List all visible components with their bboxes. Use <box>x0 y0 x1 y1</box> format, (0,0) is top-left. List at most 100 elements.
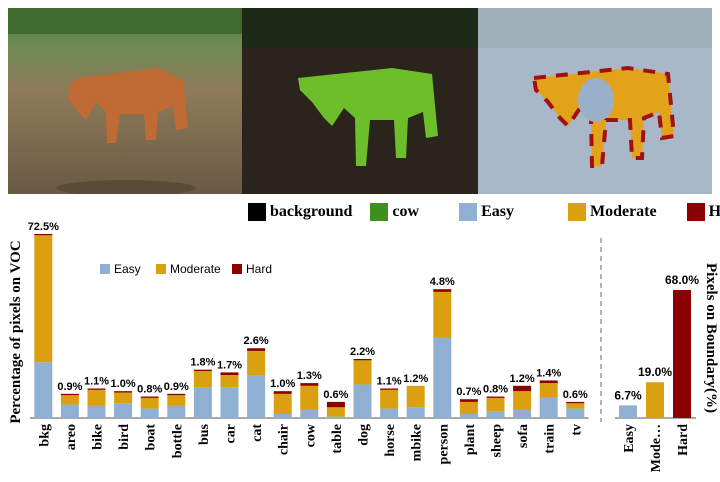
inner-legend-label: Moderate <box>170 262 221 276</box>
bar-easy-bkg <box>34 362 53 418</box>
bar-easy-car <box>220 387 239 418</box>
x-tick-label: bus <box>197 423 212 445</box>
legend-hard: Hard <box>686 203 720 221</box>
legend-label: Moderate <box>589 203 657 220</box>
x-tick-label: car <box>224 424 239 443</box>
bar-hard-plant <box>459 399 478 402</box>
bar-moderate-cat <box>247 350 266 376</box>
bar-total-label: 0.8% <box>483 384 508 396</box>
legend-easy: Easy <box>459 203 514 221</box>
bar-easy-bottle <box>167 405 186 418</box>
legend-label: background <box>270 203 353 220</box>
bar-hard-bottle <box>167 393 186 396</box>
bar-easy-plant <box>459 413 478 418</box>
bar-moderate-areo <box>60 395 79 405</box>
bar-moderate-bottle <box>167 395 186 406</box>
legend-swatch <box>567 203 586 221</box>
bar-moderate-person <box>433 291 452 338</box>
bar-hard-areo <box>60 393 79 396</box>
bar-easy-bus <box>193 387 212 418</box>
bar-hard-table <box>326 401 345 408</box>
bar-total-label: 4.8% <box>430 276 455 288</box>
x-tick-label: dog <box>357 424 372 446</box>
bar-total-label: 0.8% <box>137 384 162 396</box>
bar-total-label: 0.9% <box>164 381 189 393</box>
legend-label: Hard <box>708 203 720 220</box>
bar-hard-person <box>433 289 452 292</box>
x-tick-label: bird <box>117 424 132 450</box>
side-y-axis-label: Pixels on Boundary(%) <box>703 263 719 413</box>
bar-total-label: 1.0% <box>270 378 295 390</box>
bar-hard-cow <box>300 383 319 386</box>
side-bar-value-label: 6.7% <box>614 388 642 402</box>
bar-hard-cat <box>247 348 266 351</box>
original-cow-photo <box>8 8 242 194</box>
top-legend: background cow Easy Moderate Hard <box>248 201 720 223</box>
bar-hard-bus <box>193 369 212 372</box>
bar-total-label: 1.1% <box>377 375 402 387</box>
bar-total-label: 1.7% <box>217 359 242 371</box>
bar-easy-cat <box>247 375 266 418</box>
bar-total-label: 1.3% <box>297 370 322 382</box>
bar-easy-person <box>433 337 452 418</box>
side-x-tick-label: Hard <box>676 424 691 456</box>
inner-legend-label: Hard <box>246 262 272 276</box>
bar-total-label: 0.9% <box>57 381 82 393</box>
bar-easy-sofa <box>513 409 532 418</box>
bar-total-label: 1.2% <box>510 373 535 385</box>
bar-easy-bird <box>114 403 133 418</box>
bar-easy-train <box>539 397 558 418</box>
bar-moderate-sheep <box>486 397 505 412</box>
bar-total-label: 0.6% <box>563 389 588 401</box>
bar-easy-chair <box>273 413 292 418</box>
bar-easy-sheep <box>486 411 505 418</box>
bar-easy-bike <box>87 405 106 418</box>
x-tick-label: chair <box>277 424 292 455</box>
bar-moderate-car <box>220 375 239 388</box>
original-photo-panel <box>8 8 242 194</box>
inner-legend-label: Easy <box>114 262 141 276</box>
bar-moderate-dog <box>353 360 372 385</box>
legend-background: background <box>248 203 352 221</box>
bar-moderate-table <box>326 407 345 417</box>
inner-legend-swatch-easy <box>100 264 110 274</box>
bar-hard-bike <box>87 388 106 390</box>
bar-hard-chair <box>273 391 292 394</box>
bar-easy-table <box>326 416 345 418</box>
bar-hard-dog <box>353 358 372 361</box>
x-tick-label: train <box>543 424 558 454</box>
legend-cow: cow <box>370 203 419 221</box>
x-tick-label: horse <box>383 424 398 457</box>
legend-label: Easy <box>481 203 514 220</box>
x-tick-label: bike <box>91 424 106 450</box>
x-tick-label: areo <box>64 424 79 450</box>
bar-hard-train <box>539 380 558 384</box>
bar-moderate-bike <box>87 389 106 406</box>
bar-moderate-bkg <box>34 235 53 363</box>
x-tick-label: person <box>436 424 451 465</box>
bar-total-label: 1.1% <box>84 375 109 387</box>
side-x-tick-label: Easy <box>622 424 637 453</box>
bar-hard-sofa <box>513 385 532 392</box>
x-tick-label: plant <box>463 424 478 455</box>
bar-total-label: 1.8% <box>190 357 215 369</box>
bar-easy-tv <box>566 408 585 418</box>
bar-total-label: 1.0% <box>111 378 136 390</box>
difficulty-map-image <box>478 8 712 194</box>
inner-legend-swatch-hard <box>232 264 242 274</box>
bar-hard-horse <box>380 388 399 390</box>
x-tick-label: cow <box>303 423 318 447</box>
bar-easy-cow <box>300 409 319 418</box>
bar-moderate-tv <box>566 403 585 409</box>
bar-moderate-sofa <box>513 391 532 410</box>
bar-moderate-plant <box>459 401 478 414</box>
bar-hard-tv <box>566 401 585 404</box>
difficulty-map-panel <box>478 8 712 194</box>
x-tick-label: cat <box>250 424 265 442</box>
bar-easy-horse <box>380 408 399 418</box>
inner-legend-swatch-moderate <box>156 264 166 274</box>
bar-total-label: 72.5% <box>28 222 59 233</box>
x-tick-label: sofa <box>516 424 531 448</box>
photo-row <box>8 8 712 194</box>
bar-total-label: 1.2% <box>403 373 428 385</box>
